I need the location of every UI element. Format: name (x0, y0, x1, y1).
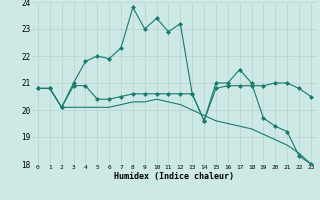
X-axis label: Humidex (Indice chaleur): Humidex (Indice chaleur) (115, 172, 234, 181)
